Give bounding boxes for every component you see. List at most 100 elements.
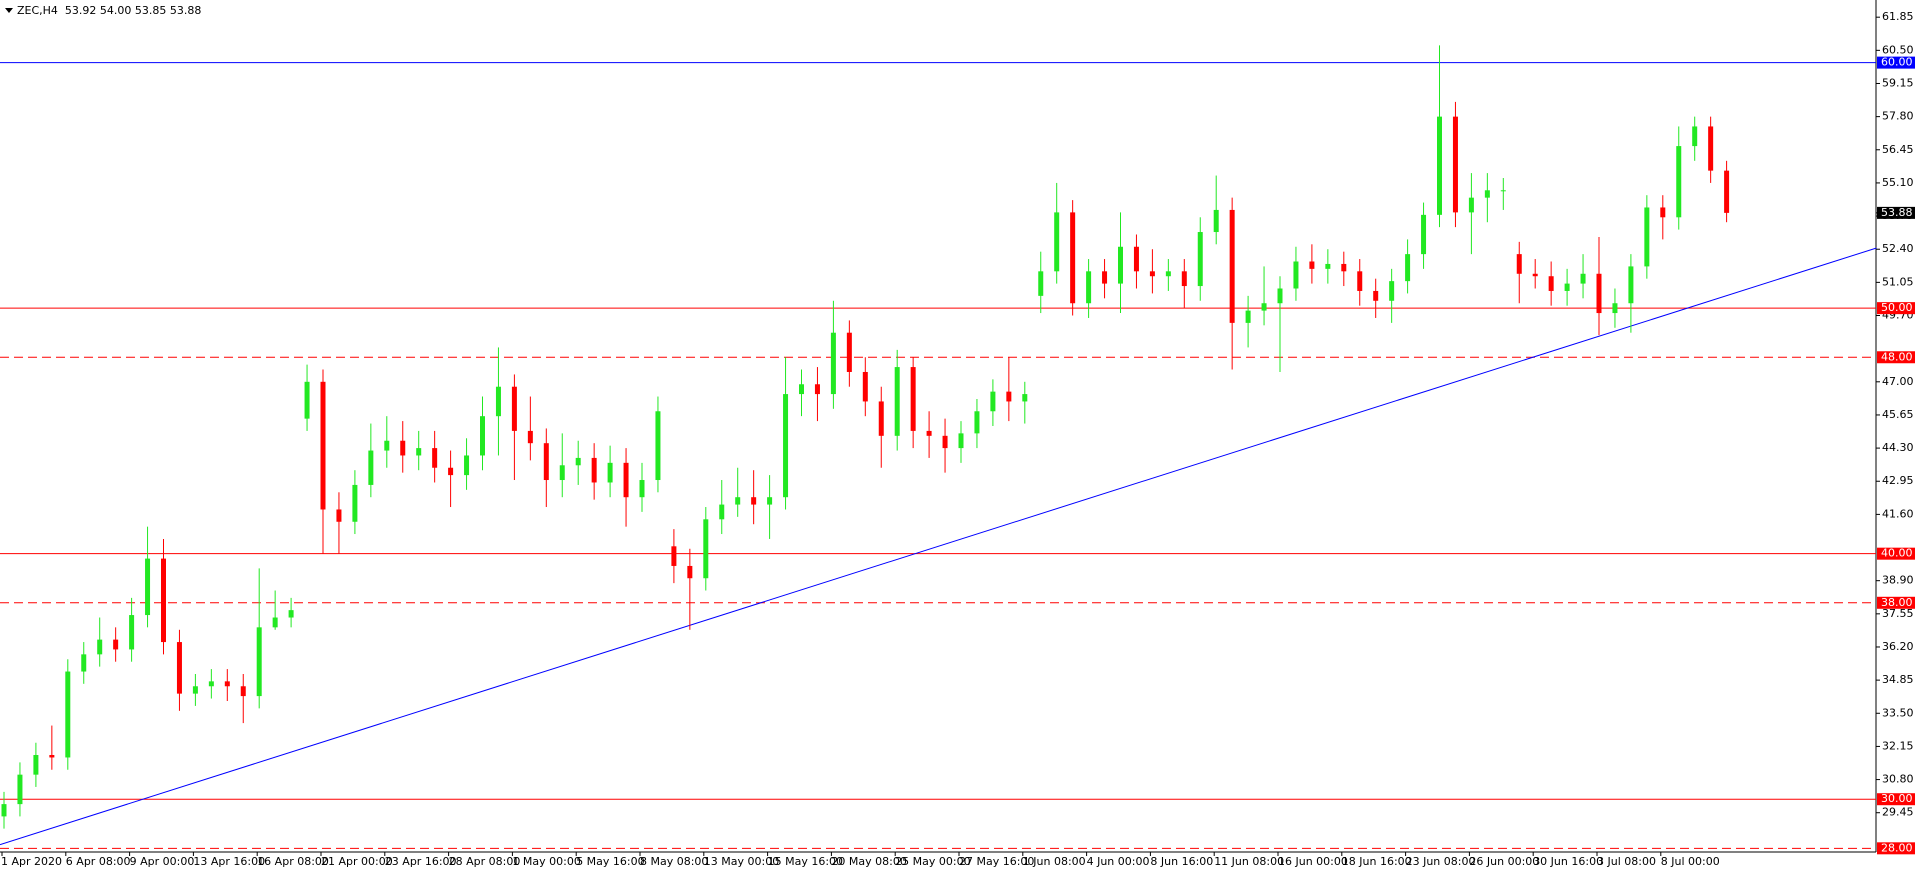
y-tick-label: 61.85 bbox=[1882, 10, 1914, 23]
candle-body bbox=[1133, 246, 1139, 272]
candle-body bbox=[81, 654, 87, 672]
x-tick-label: 3 Jul 08:00 bbox=[1597, 855, 1656, 868]
candle-body bbox=[1437, 116, 1442, 215]
candle-body bbox=[240, 686, 246, 697]
candle-body bbox=[1724, 170, 1730, 213]
candle-body bbox=[464, 455, 470, 476]
menu-arrow[interactable] bbox=[5, 8, 13, 13]
candle-body bbox=[1277, 288, 1283, 304]
candle-body bbox=[974, 411, 980, 434]
candle-body bbox=[1293, 261, 1299, 289]
candle-body bbox=[1181, 271, 1187, 287]
x-tick-label: 28 Apr 08:00 bbox=[449, 855, 521, 868]
candle-body bbox=[272, 617, 278, 628]
level-label: 50.00 bbox=[1881, 301, 1913, 314]
candle-body bbox=[1468, 197, 1474, 213]
level-label: 28.00 bbox=[1881, 841, 1913, 854]
y-tick-label: 37.55 bbox=[1882, 607, 1914, 620]
candle-body bbox=[1612, 303, 1618, 314]
x-tick-label: 1 Jun 08:00 bbox=[1023, 855, 1086, 868]
candle-body bbox=[735, 497, 741, 505]
candle-body bbox=[990, 391, 996, 412]
candle-body bbox=[1149, 271, 1155, 277]
candle-body bbox=[1086, 271, 1092, 304]
candle-body bbox=[432, 448, 438, 468]
level-label: 60.00 bbox=[1881, 56, 1913, 69]
y-tick-label: 30.80 bbox=[1882, 773, 1914, 786]
y-tick-label: 32.15 bbox=[1882, 739, 1914, 752]
candle-body bbox=[256, 627, 262, 697]
last-price-label: 53.88 bbox=[1881, 206, 1913, 219]
candle-body bbox=[1022, 394, 1028, 402]
candle-body bbox=[1532, 273, 1538, 277]
candle-body bbox=[1261, 303, 1267, 311]
candle-body bbox=[1102, 271, 1108, 284]
candle-body bbox=[1070, 212, 1076, 304]
candle-body bbox=[655, 411, 661, 481]
candle-body bbox=[511, 386, 517, 431]
trendline bbox=[0, 247, 1877, 846]
candle-body bbox=[416, 448, 422, 456]
candle-body bbox=[1564, 283, 1570, 291]
candle-body bbox=[1660, 207, 1666, 218]
candle-body bbox=[49, 755, 55, 758]
candle-body bbox=[336, 509, 342, 522]
x-tick-label: 21 Apr 00:00 bbox=[321, 855, 393, 868]
candle-body bbox=[368, 450, 374, 485]
candle-body bbox=[1229, 209, 1235, 323]
x-tick-label: 11 Jun 08:00 bbox=[1214, 855, 1284, 868]
level-label-box bbox=[1877, 793, 1915, 806]
candle-body bbox=[862, 371, 868, 402]
candle-body bbox=[192, 686, 198, 694]
candle-body bbox=[1325, 263, 1331, 269]
candle-body bbox=[1213, 209, 1219, 233]
y-tick-label: 51.05 bbox=[1882, 275, 1914, 288]
candle-body bbox=[926, 430, 932, 436]
level-label-box bbox=[1877, 596, 1915, 609]
x-tick-label: 8 Jul 00:00 bbox=[1661, 855, 1720, 868]
x-tick-label: 23 Apr 16:00 bbox=[385, 855, 457, 868]
x-tick-label: 8 May 08:00 bbox=[640, 855, 708, 868]
candle-body bbox=[176, 642, 182, 694]
x-tick-label: 6 Apr 08:00 bbox=[66, 855, 131, 868]
candle-body bbox=[97, 639, 103, 655]
x-tick-label: 16 Jun 00:00 bbox=[1278, 855, 1348, 868]
candle-body bbox=[1500, 190, 1506, 192]
candle-body bbox=[687, 565, 693, 579]
chart-header: ZEC,H4 53.92 54.00 53.85 53.88 bbox=[17, 4, 201, 17]
y-tick-label: 38.90 bbox=[1882, 574, 1914, 587]
candle-body bbox=[1165, 271, 1171, 277]
candle-body bbox=[575, 457, 581, 466]
y-tick-label: 55.10 bbox=[1882, 176, 1914, 189]
candle-body bbox=[1038, 271, 1044, 296]
candle-body bbox=[1692, 126, 1698, 147]
y-tick-label: 29.45 bbox=[1882, 806, 1914, 819]
candle-body bbox=[607, 462, 613, 483]
candle-body bbox=[448, 467, 454, 476]
candle-body bbox=[1341, 263, 1347, 272]
x-tick-label: 25 May 00:00 bbox=[895, 855, 970, 868]
x-tick-label: 13 Apr 16:00 bbox=[193, 855, 265, 868]
candle-body bbox=[1197, 232, 1203, 287]
level-label: 30.00 bbox=[1881, 792, 1913, 805]
candle-body bbox=[1389, 281, 1395, 301]
candle-body bbox=[1580, 273, 1586, 284]
candle-body bbox=[703, 519, 709, 579]
candle-body bbox=[352, 484, 358, 522]
last-price-box bbox=[1877, 206, 1915, 219]
candle-body bbox=[1373, 290, 1379, 301]
candle-body bbox=[830, 332, 836, 395]
candle-body bbox=[942, 435, 948, 449]
x-tick-label: 30 Jun 16:00 bbox=[1533, 855, 1603, 868]
candle-body bbox=[591, 457, 597, 483]
x-tick-label: 5 May 16:00 bbox=[576, 855, 644, 868]
candle-body bbox=[65, 671, 71, 758]
candle-body bbox=[1676, 146, 1682, 218]
candle-body bbox=[1596, 273, 1602, 314]
y-tick-label: 52.40 bbox=[1882, 242, 1914, 255]
candle-body bbox=[1484, 190, 1490, 198]
x-tick-label: 8 Jun 16:00 bbox=[1150, 855, 1213, 868]
candle-body bbox=[400, 440, 406, 456]
x-tick-label: 23 Jun 08:00 bbox=[1406, 855, 1476, 868]
